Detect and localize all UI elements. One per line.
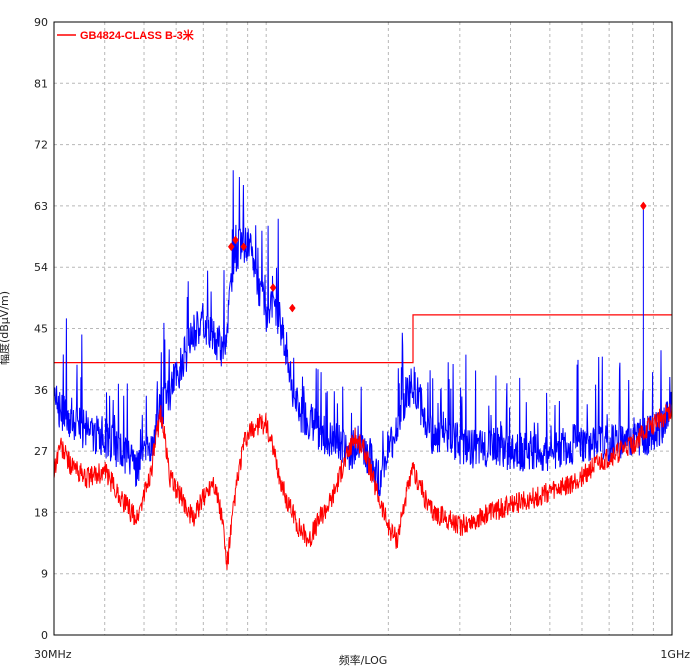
y-tick-label: 18 [34,506,48,519]
series-layer [53,170,673,570]
x-tick-label: 1GHz [660,648,690,661]
y-tick-label: 9 [41,568,48,581]
average-trace-line [53,403,673,570]
y-tick-label: 81 [34,77,48,90]
x-tick-label: 30MHz [34,648,72,661]
y-tick-label: 36 [34,384,48,397]
y-tick-label: 72 [34,139,48,152]
peak-marker [269,283,277,293]
limit-line [54,314,672,364]
peak-marker [640,201,647,211]
legend-label: GB4824-CLASS B-3米 [80,28,195,42]
peak-marker [227,242,235,252]
peak-markers [227,201,647,313]
y-tick-label: 54 [34,261,48,274]
peak-marker [240,242,247,252]
y-tick-label: 63 [34,200,48,213]
y-tick-label: 45 [34,323,48,336]
plot-frame [53,21,673,636]
axes: 0 9 18 27 36 45 54 63 72 81 90 30MHz 1GHz [34,16,690,661]
y-axis-title: 幅度(dBμV/m) [0,291,11,365]
peak-marker [232,235,239,245]
legend: GB4824-CLASS B-3米 [57,28,195,42]
y-tick-label: 90 [34,16,48,29]
y-tick-label: 27 [34,445,48,458]
y-tick-label: 0 [41,629,48,642]
x-axis-title: 频率/LOG [339,653,388,667]
peak-marker [289,303,296,313]
